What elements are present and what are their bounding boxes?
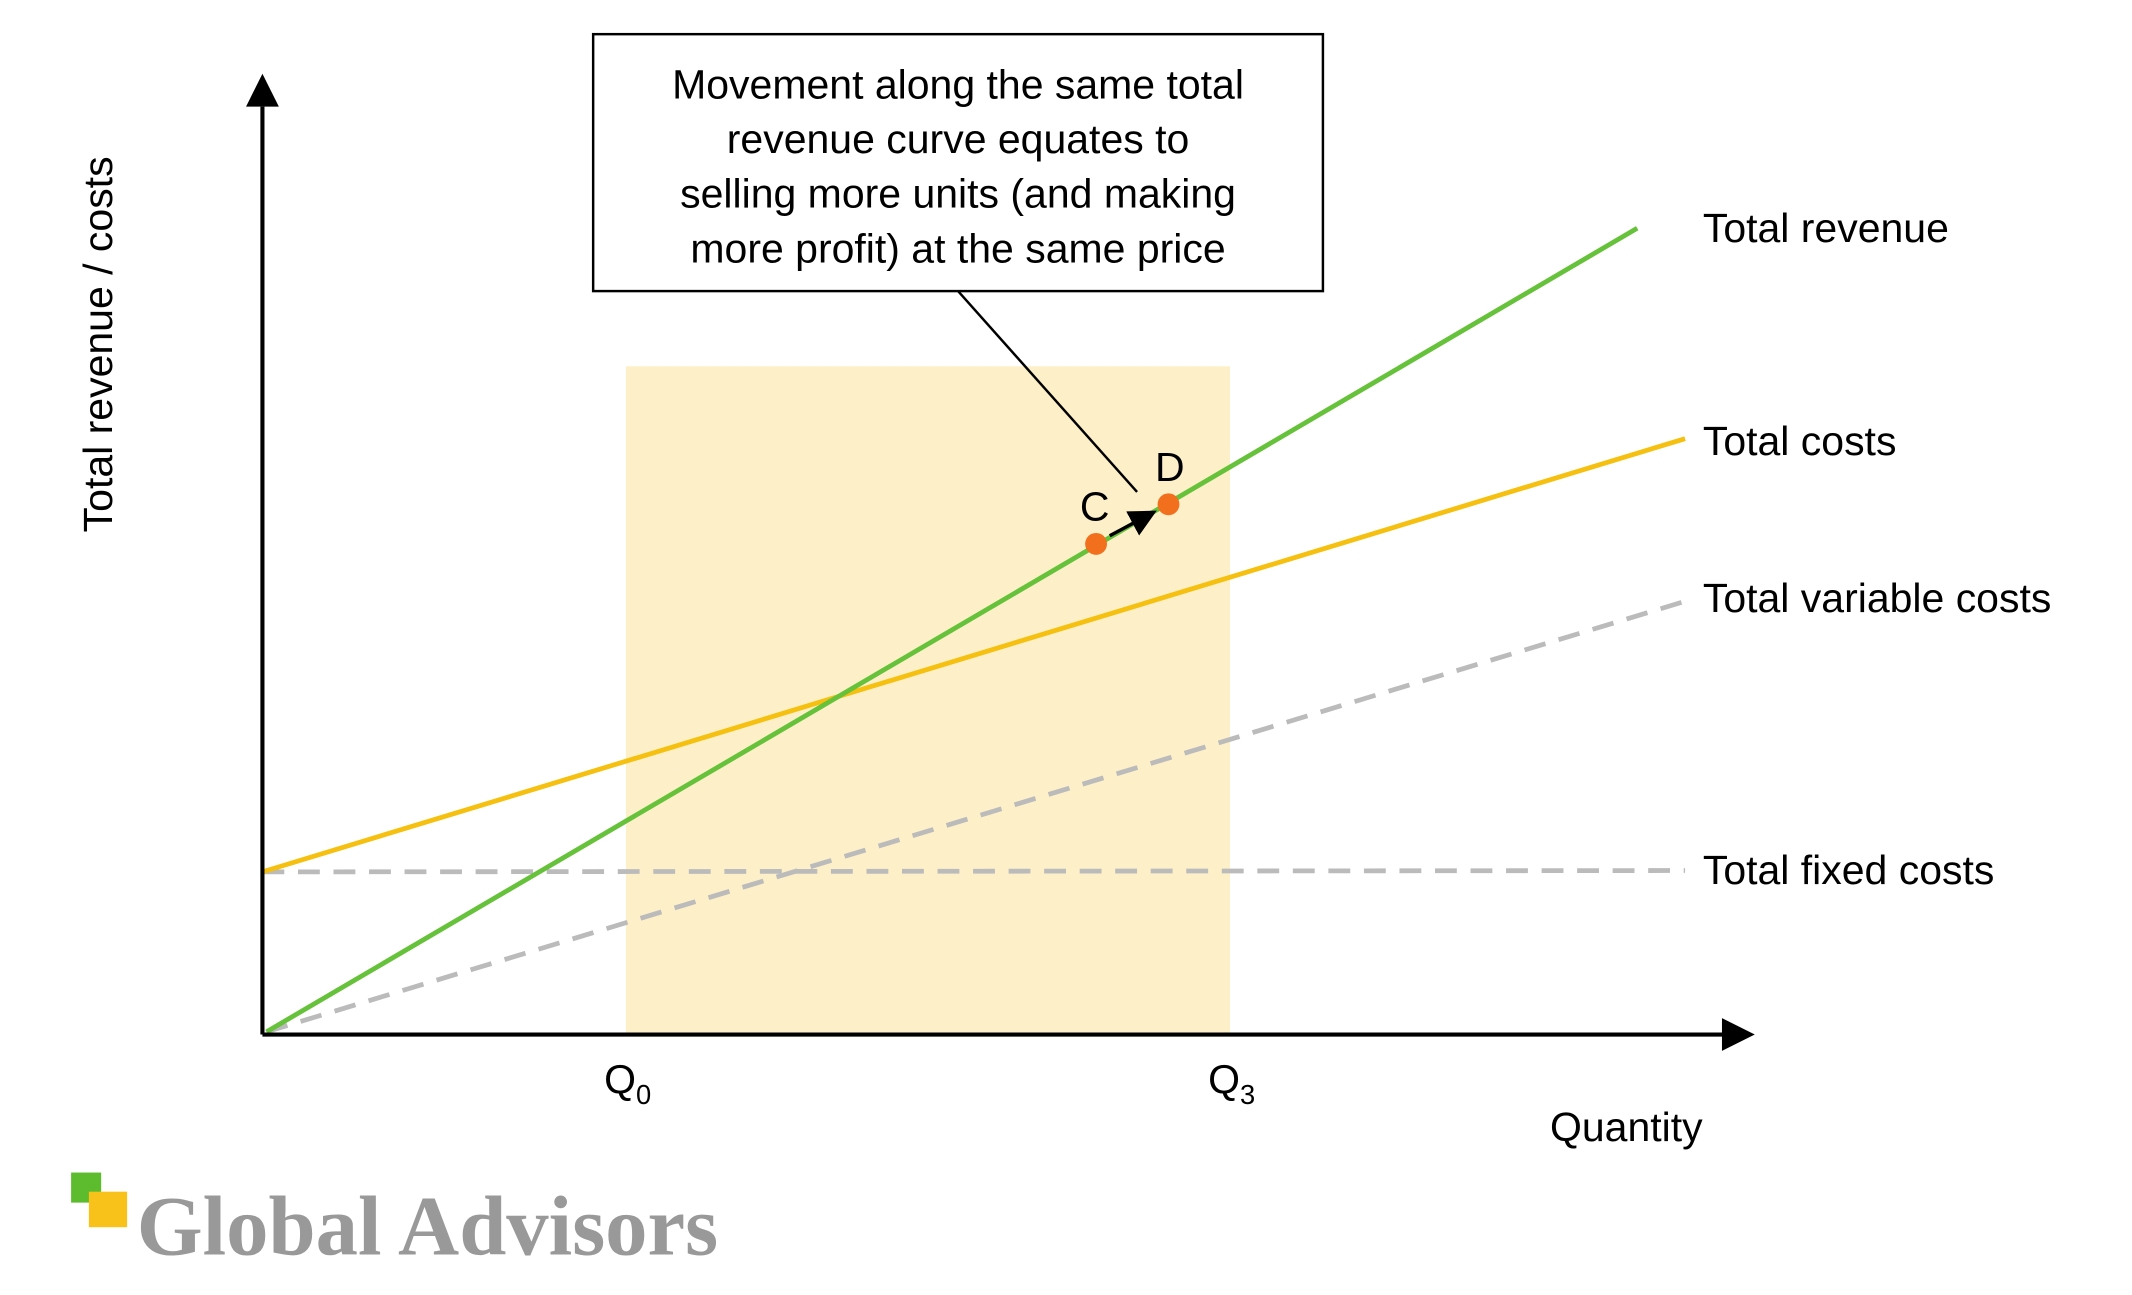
tick-sub: 0	[636, 1079, 651, 1110]
total-revenue-line	[265, 226, 1639, 1034]
curve-label: Total costs	[1703, 418, 1897, 464]
curve-label: Total revenue	[1703, 205, 1949, 251]
point-label: C	[1080, 484, 1110, 530]
total-costs-line	[261, 436, 1686, 875]
shaded-region	[625, 366, 1230, 1035]
x-axis-arrow	[1721, 1018, 1755, 1051]
fixed-costs-line	[262, 868, 1686, 875]
callout-line: Movement along the same total	[672, 61, 1244, 107]
callout-text: Movement along the same total revenue cur…	[672, 61, 1244, 271]
callout-line: more profit) at the same price	[690, 225, 1225, 271]
curve-label: Total variable costs	[1703, 575, 2052, 621]
x-tick-label: Q0	[604, 1056, 651, 1110]
x-tick-label: Q3	[1208, 1056, 1255, 1110]
x-axis-label: Quantity	[1550, 1104, 1703, 1150]
callout-box	[591, 32, 1325, 293]
callout-pointer	[957, 290, 1138, 493]
logo-text: Global Advisors	[137, 1181, 718, 1274]
tick-sub: 3	[1240, 1079, 1255, 1110]
tick-main: Q	[604, 1056, 636, 1102]
point-label: D	[1155, 444, 1185, 490]
callout-line: selling more units (and making	[680, 171, 1236, 217]
y-axis-arrow	[246, 73, 279, 107]
curve-label: Total fixed costs	[1703, 847, 1995, 893]
point-d	[1157, 493, 1180, 516]
point-c	[1085, 532, 1107, 555]
x-ticks: Q0 Q3	[604, 1056, 1255, 1110]
callout-line: revenue curve equates to	[727, 116, 1190, 162]
movement-arrow	[1108, 510, 1157, 538]
tick-main: Q	[1208, 1056, 1240, 1102]
y-axis-label: Total revenue / costs	[75, 156, 121, 532]
logo-square-yellow	[88, 1191, 128, 1228]
